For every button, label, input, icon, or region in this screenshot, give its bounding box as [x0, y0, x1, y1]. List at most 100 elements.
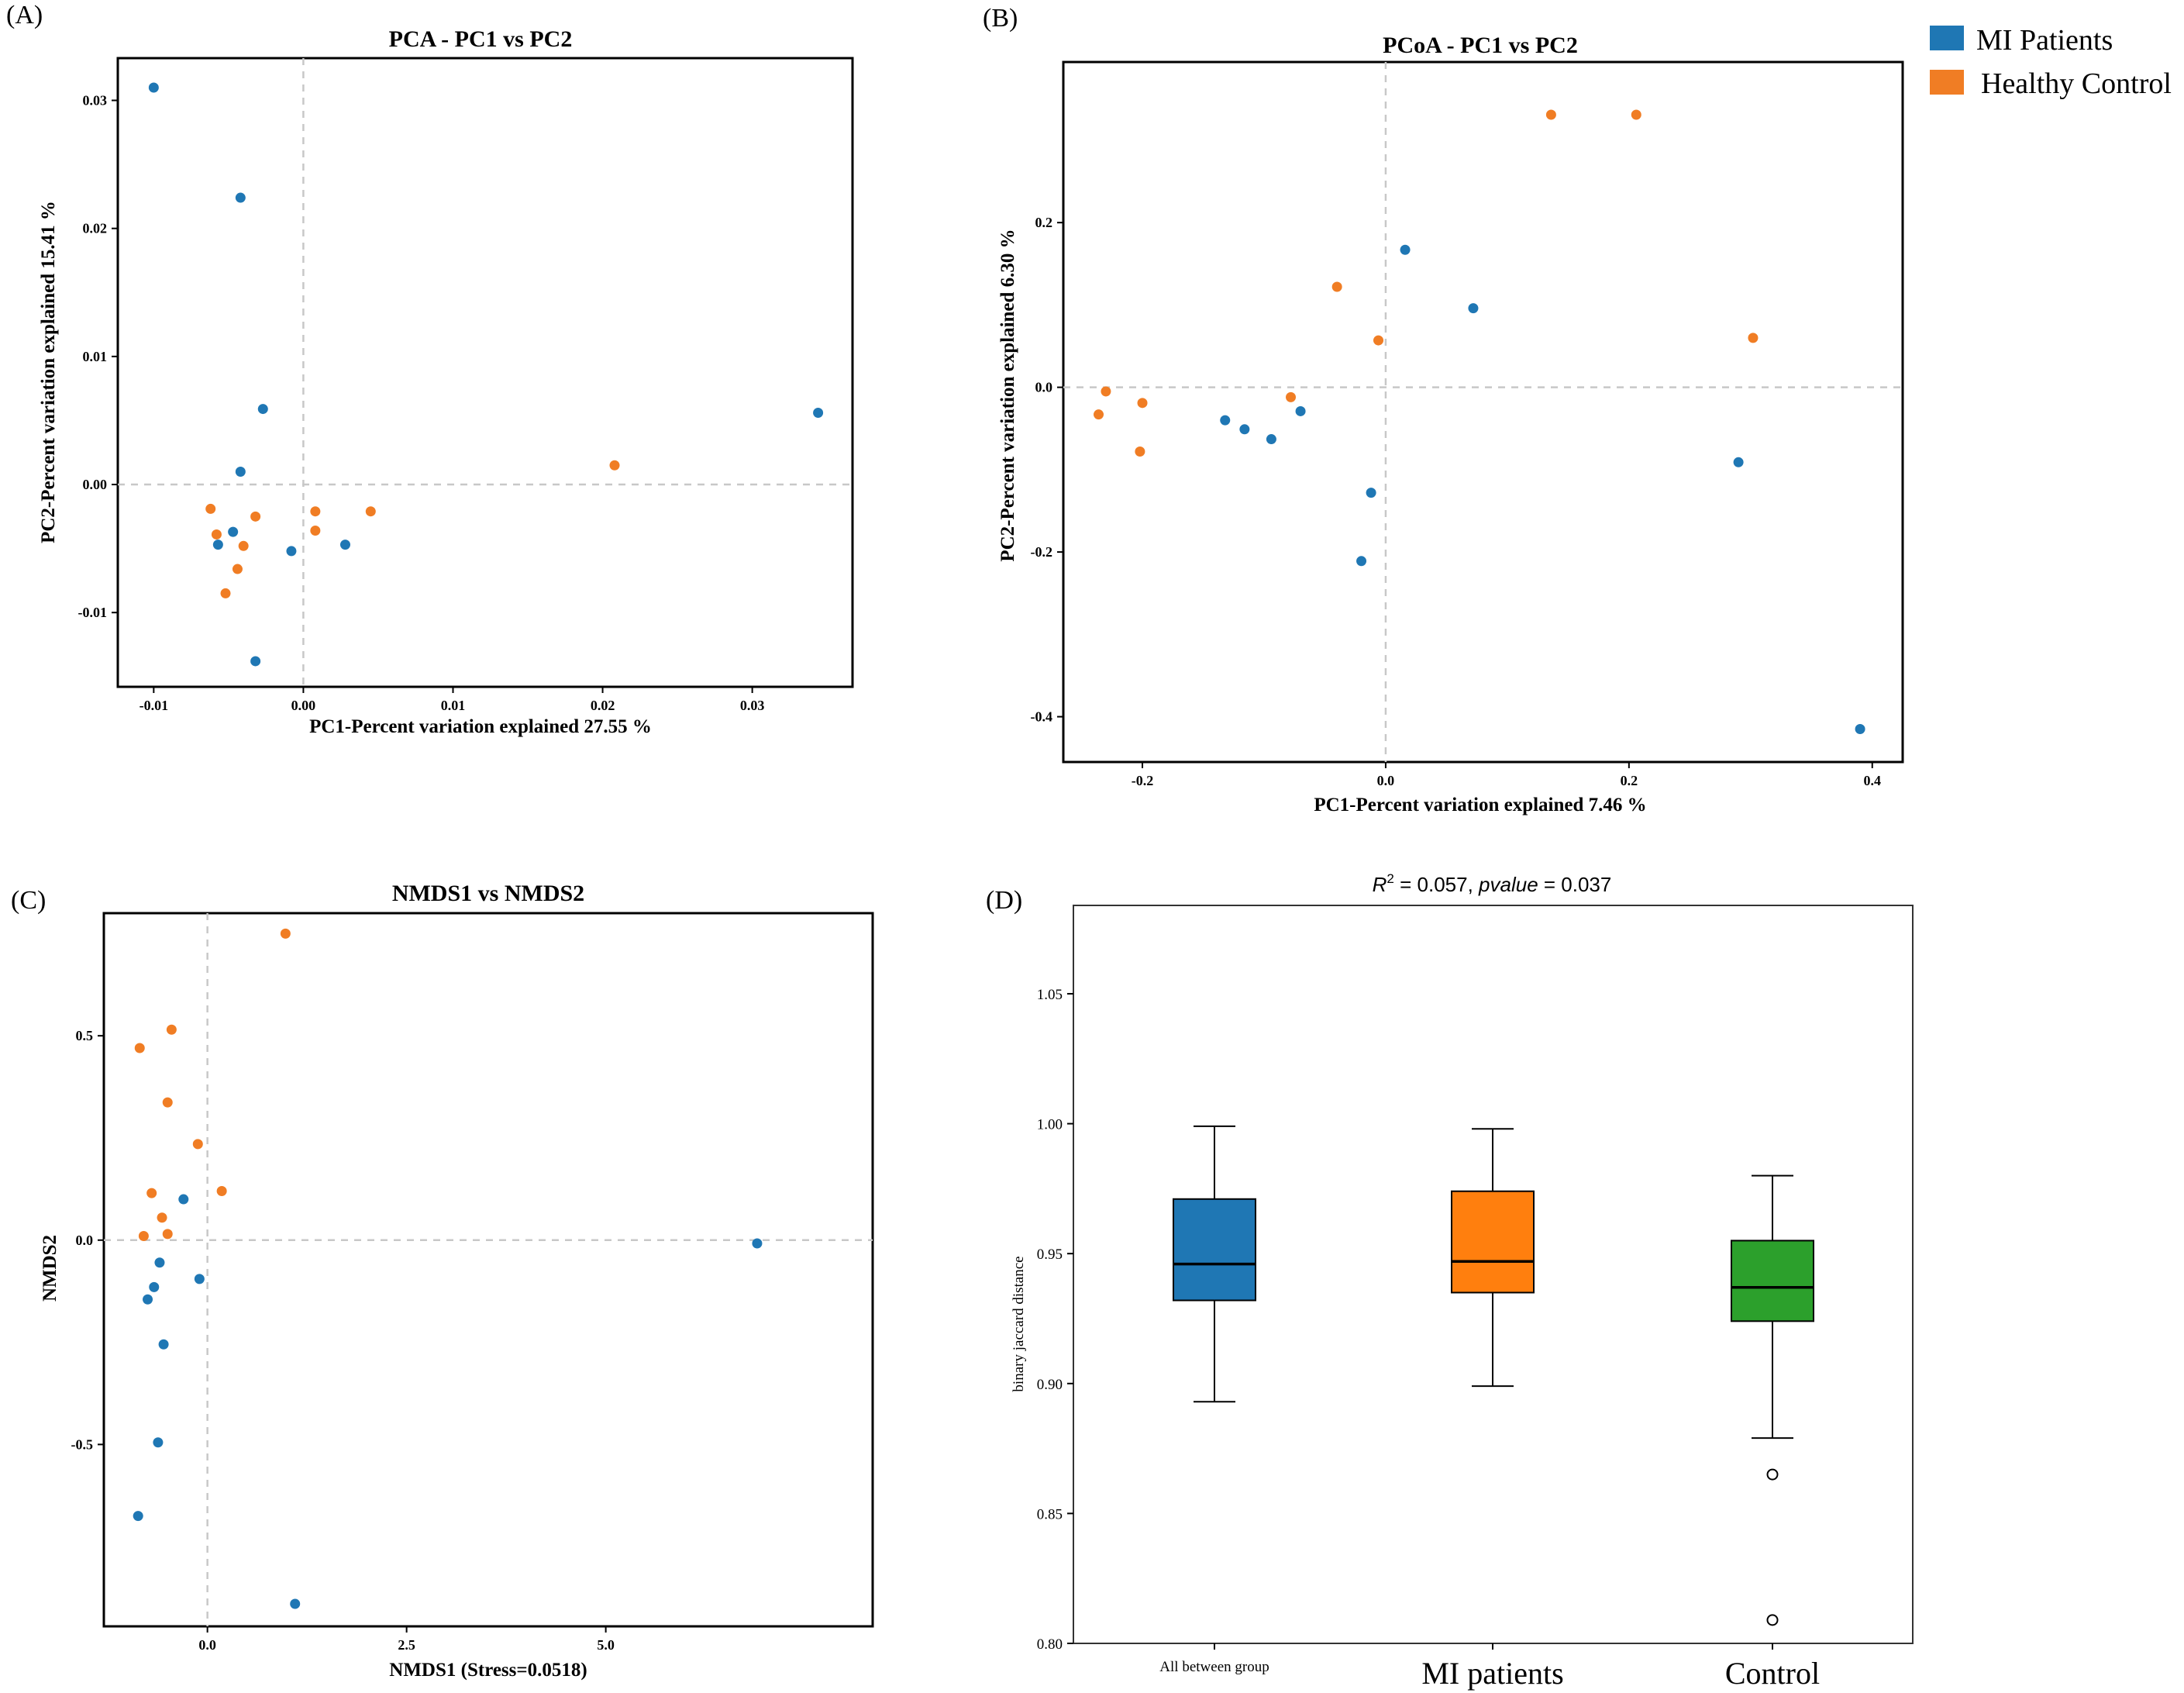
panel-b-point-mi-patients [1220, 415, 1231, 426]
panel-b-x-tick-label: 0.4 [1864, 773, 1882, 788]
panel-a-point-healthy-control [310, 525, 321, 536]
panel-c-y-tick-label: 0.0 [76, 1233, 94, 1248]
panel-b-point-healthy-control [1286, 391, 1297, 402]
panel-c-point-mi-patients [149, 1281, 160, 1292]
panel-a-point-mi-patients [286, 546, 297, 557]
panel-b-point-mi-patients [1266, 434, 1276, 445]
panel-a-point-mi-patients [339, 540, 350, 550]
panel-b-point-healthy-control [1748, 333, 1759, 343]
panel-a-x-tick-label: 0.03 [740, 698, 765, 713]
panel-a-x-axis-label: PC1-Percent variation explained 27.55 % [309, 716, 652, 737]
panel-b-point-mi-patients [1356, 556, 1367, 567]
panel-c-x-tick-label: 0.0 [198, 1637, 216, 1653]
panel-a-y-tick-label: 0.00 [83, 477, 108, 492]
panel-c-point-mi-patients [133, 1511, 143, 1522]
panel-b-title: PCoA - PC1 vs PC2 [1383, 33, 1578, 58]
panel-a-point-mi-patients [235, 467, 246, 478]
box-mi-patients [1451, 1190, 1535, 1294]
panel-a-y-tick-label: -0.01 [78, 605, 108, 620]
panel-c-point-healthy-control [192, 1139, 203, 1150]
panel-d-p-value: = 0.037 [1538, 873, 1612, 896]
panel-a-y-tick-label: 0.01 [83, 349, 108, 364]
box-outlier-control [1766, 1614, 1779, 1626]
legend-label-mi-patients: MI Patients [1976, 24, 2113, 57]
panel-d-y-tick-label: 1.05 [1037, 987, 1063, 1003]
panel-a-point-mi-patients [212, 540, 223, 550]
panel-a-y-axis-label: PC2-Percent variation explained 15.41 % [38, 201, 59, 543]
panel-a-point-healthy-control [232, 564, 243, 574]
panel-d-title: R2 = 0.057, pvalue = 0.037 [1373, 871, 1612, 896]
legend-swatch-healthy-control [1930, 70, 1964, 95]
panel-d-r2-value: = 0.057, [1394, 873, 1479, 896]
panel-a-x-tick-label: 0.00 [291, 698, 316, 713]
panel-b-y-tick-label: -0.2 [1031, 544, 1053, 560]
panel-a-point-healthy-control [310, 506, 321, 517]
panel-c-point-healthy-control [157, 1212, 167, 1223]
panel-b-x-axis-label: PC1-Percent variation explained 7.46 % [1314, 795, 1646, 815]
panel-c-point-healthy-control [146, 1188, 157, 1198]
panel-d-category-label-control: Control [1725, 1656, 1820, 1691]
panel-c-x-axis-label: NMDS1 (Stress=0.0518) [389, 1660, 587, 1681]
panel-a: (A) PCA - PC1 vs PC2 PC1-Percent variati… [6, 1, 854, 737]
legend-label-healthy-control: Healthy Control [1981, 67, 2172, 100]
panel-c-point-mi-patients [752, 1238, 763, 1249]
panel-a-point-healthy-control [250, 511, 261, 522]
panel-b-point-mi-patients [1855, 724, 1865, 735]
panel-b-y-tick-label: 0.0 [1035, 380, 1053, 395]
panel-c-x-tick-label: 2.5 [398, 1637, 415, 1653]
panel-b-point-healthy-control [1545, 109, 1556, 120]
panel-c-y-tick-label: -0.5 [71, 1436, 94, 1452]
panel-b-point-healthy-control [1101, 386, 1111, 397]
panel-a-x-tick-label: -0.01 [140, 698, 169, 713]
panel-b-point-mi-patients [1400, 244, 1411, 255]
panel-b-letter: (B) [983, 4, 1018, 33]
panel-a-point-mi-patients [257, 404, 268, 415]
panel-c-point-healthy-control [162, 1229, 173, 1240]
panel-b-point-mi-patients [1295, 405, 1306, 416]
panel-d-p-label: pvalue [1478, 873, 1538, 896]
panel-c: (C) NMDS1 vs NMDS2 NMDS1 (Stress=0.0518)… [11, 881, 874, 1681]
panel-c-title: NMDS1 vs NMDS2 [392, 881, 584, 906]
panel-d: (D) R2 = 0.057, pvalue = 0.037 binary ja… [986, 871, 1914, 1691]
panel-b-point-healthy-control [1631, 109, 1641, 120]
panel-c-point-mi-patients [178, 1194, 189, 1205]
panel-d-y-tick-label: 0.85 [1037, 1506, 1063, 1522]
panel-c-point-healthy-control [216, 1186, 227, 1197]
box-all-between-group [1173, 1198, 1256, 1302]
panel-d-y-tick-label: 1.00 [1037, 1117, 1063, 1133]
panel-d-y-tick-label: 0.80 [1037, 1636, 1063, 1653]
panel-b-plot-frame [1062, 60, 1904, 764]
panel-b-x-tick-label: 0.0 [1377, 773, 1395, 788]
panel-a-point-healthy-control [211, 529, 222, 540]
panel-c-point-mi-patients [290, 1598, 301, 1609]
panel-d-y-tick-label: 0.90 [1037, 1377, 1063, 1393]
panel-a-point-healthy-control [220, 588, 231, 598]
panel-c-point-healthy-control [138, 1231, 149, 1242]
panel-a-plot-frame [116, 57, 854, 688]
panel-d-r2-label: R [1373, 873, 1387, 896]
panel-b-point-mi-patients [1468, 303, 1479, 314]
panel-a-point-mi-patients [250, 656, 261, 667]
panel-b-point-healthy-control [1094, 409, 1104, 420]
panel-c-letter: (C) [11, 886, 46, 915]
panel-b-x-tick-label: -0.2 [1132, 773, 1154, 788]
panel-c-point-healthy-control [162, 1097, 173, 1108]
panel-a-y-tick-label: 0.03 [83, 93, 108, 109]
panel-a-x-tick-label: 0.01 [441, 698, 466, 713]
panel-b-y-axis-label: PC2-Percent variation explained 6.30 % [997, 229, 1018, 561]
panel-a-point-healthy-control [365, 506, 376, 517]
panel-a-point-mi-patients [148, 82, 159, 93]
panel-a-y-tick-label: 0.02 [83, 221, 108, 236]
panel-b-y-tick-label: 0.2 [1035, 215, 1053, 230]
panel-a-point-mi-patients [813, 408, 824, 419]
panel-a-x-tick-label: 0.02 [591, 698, 615, 713]
panel-a-point-healthy-control [205, 503, 216, 514]
panel-d-y-axis-label: binary jaccard distance [1011, 1256, 1027, 1391]
legend-swatch-mi-patients [1930, 26, 1964, 50]
panel-d-y-tick-label: 0.95 [1037, 1246, 1063, 1263]
box-outlier-control [1766, 1468, 1779, 1481]
panel-c-point-mi-patients [158, 1339, 169, 1350]
panel-c-point-mi-patients [153, 1437, 164, 1448]
panel-c-plot-frame [102, 912, 874, 1628]
